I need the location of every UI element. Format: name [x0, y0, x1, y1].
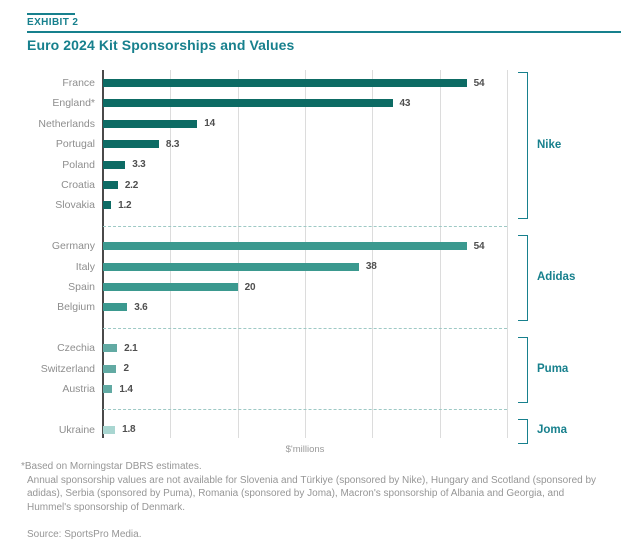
country-label-czechia: Czechia	[57, 342, 95, 355]
country-label-slovakia: Slovakia	[55, 199, 95, 212]
bracket-adidas	[518, 235, 528, 322]
footnote-estimates: *Based on Morningstar DBRS estimates.	[21, 461, 202, 472]
page-title: Euro 2024 Kit Sponsorships and Values	[27, 37, 295, 53]
bracket-joma	[518, 418, 528, 444]
value-label-croatia: 2.2	[124, 179, 139, 191]
group-separator-0	[103, 225, 507, 227]
value-label-portugal: 8.3	[165, 138, 180, 150]
value-label-germany: 54	[473, 240, 485, 252]
sponsor-label-puma: Puma	[537, 363, 569, 376]
bar-slovakia	[103, 201, 112, 210]
bar-france	[103, 79, 467, 87]
sponsor-label-adidas: Adidas	[537, 271, 576, 284]
exhibit-tick-rule	[27, 13, 75, 15]
bar-spain	[103, 283, 238, 291]
x-axis-label: $'millions	[285, 444, 325, 455]
bar-poland	[103, 160, 126, 169]
footnote-availability: Annual sponsorship values are not availa…	[27, 474, 597, 513]
value-label-france: 54	[473, 77, 485, 89]
gridline-20	[237, 70, 239, 438]
bar-czechia	[103, 344, 118, 353]
value-label-italy: 38	[365, 261, 377, 273]
country-label-england: England*	[52, 97, 95, 110]
country-label-poland: Poland	[62, 158, 95, 171]
group-separator-1	[103, 327, 507, 329]
group-separator-2	[103, 409, 507, 411]
bar-croatia	[103, 181, 118, 189]
source-credit: Source: SportsPro Media.	[27, 529, 142, 540]
bar-netherlands	[103, 119, 198, 128]
bar-ukraine	[103, 425, 116, 434]
country-label-belgium: Belgium	[57, 301, 95, 314]
bracket-puma	[518, 337, 528, 403]
value-label-czechia: 2.1	[124, 342, 138, 354]
bracket-nike	[518, 72, 528, 220]
y-axis	[102, 70, 104, 438]
country-label-austria: Austria	[62, 383, 95, 395]
country-label-spain: Spain	[68, 281, 95, 293]
bar-germany	[103, 242, 467, 251]
value-label-poland: 3.3	[132, 159, 146, 171]
country-label-italy: Italy	[75, 260, 95, 273]
gridline-30	[305, 70, 306, 438]
bar-switzerland	[103, 364, 117, 373]
value-label-netherlands: 14	[204, 118, 215, 130]
bar-england	[103, 99, 393, 108]
gridline-40	[372, 70, 374, 438]
value-label-austria: 1.4	[119, 383, 133, 395]
country-label-germany: Germany	[51, 240, 95, 253]
country-label-netherlands: Netherlands	[38, 117, 95, 130]
country-label-france: France	[62, 77, 95, 89]
country-label-croatia: Croatia	[61, 179, 95, 191]
header-rule	[27, 31, 621, 33]
gridline-60	[507, 70, 508, 438]
sponsor-label-nike: Nike	[537, 138, 562, 151]
value-label-belgium: 3.6	[134, 301, 148, 313]
country-label-switzerland: Switzerland	[40, 362, 95, 375]
sponsor-label-joma: Joma	[537, 424, 568, 437]
gridline-10	[170, 70, 172, 438]
value-label-switzerland: 2	[123, 363, 129, 375]
bar-austria	[103, 385, 113, 393]
bar-belgium	[103, 303, 128, 312]
footnotes: *Based on Morningstar DBRS estimates. An…	[21, 460, 609, 542]
value-label-england: 43	[399, 97, 411, 109]
gridline-50	[439, 70, 441, 438]
country-label-portugal: Portugal	[55, 138, 95, 151]
value-label-slovakia: 1.2	[118, 199, 132, 211]
bar-portugal	[103, 140, 159, 149]
exhibit-label: EXHIBIT 2	[27, 17, 79, 28]
country-label-ukraine: Ukraine	[58, 423, 95, 436]
value-label-spain: 20	[244, 281, 256, 293]
bar-italy	[103, 262, 359, 271]
value-label-ukraine: 1.8	[122, 424, 136, 436]
